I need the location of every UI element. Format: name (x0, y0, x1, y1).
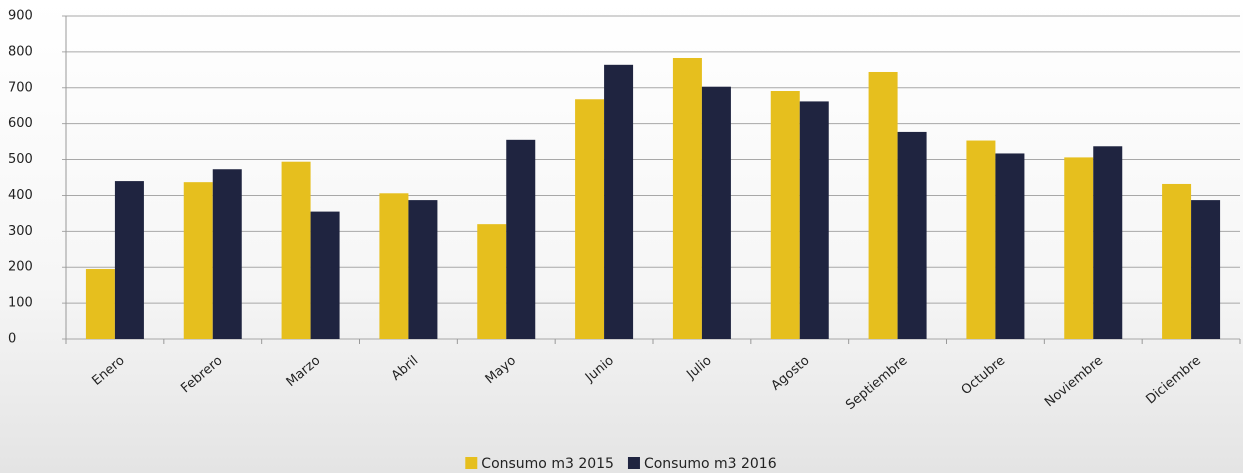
bar (379, 193, 409, 339)
bar (212, 169, 242, 339)
bar (604, 64, 634, 339)
y-tick-label: 400 (8, 188, 33, 203)
legend-label: Consumo m3 2016 (644, 456, 777, 472)
bar (1093, 146, 1123, 339)
bar (799, 101, 829, 339)
y-tick-label: 900 (8, 9, 33, 24)
bar (85, 269, 115, 339)
bar (575, 99, 605, 339)
bar (506, 139, 536, 339)
legend-swatch (465, 457, 478, 469)
y-tick-label: 0 (8, 332, 16, 347)
bar (477, 224, 507, 339)
bar (701, 86, 731, 339)
bar (310, 211, 340, 339)
bar (1191, 200, 1221, 339)
legend-swatch (627, 457, 640, 469)
y-tick-label: 300 (8, 224, 33, 239)
bar (868, 71, 898, 339)
y-tick-label: 600 (8, 116, 33, 131)
y-tick-label: 100 (8, 296, 33, 311)
bar (897, 131, 927, 339)
bar (183, 182, 213, 339)
bar (1064, 157, 1094, 339)
y-tick-label: 200 (8, 260, 33, 275)
bar (770, 91, 800, 339)
bar (408, 200, 438, 339)
y-tick-label: 700 (8, 80, 33, 95)
y-tick-label: 500 (8, 152, 33, 167)
legend: Consumo m3 2015 Consumo m3 2016 (465, 456, 777, 472)
bar (672, 57, 702, 340)
legend-label: Consumo m3 2015 (481, 456, 614, 472)
bar (281, 161, 311, 339)
y-tick-label: 800 (8, 44, 33, 59)
bar (995, 153, 1025, 339)
bar (114, 181, 144, 339)
bar (966, 140, 996, 339)
bar (1162, 183, 1192, 339)
